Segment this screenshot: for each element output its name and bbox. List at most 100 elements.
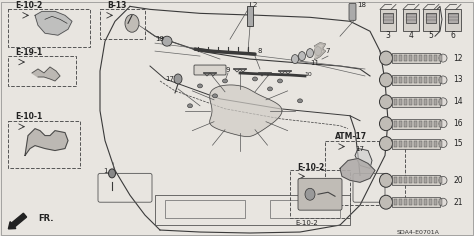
Bar [394,199,397,205]
Ellipse shape [292,55,299,63]
Ellipse shape [212,94,218,98]
Text: 4: 4 [409,31,413,40]
Text: FR.: FR. [38,214,54,223]
Polygon shape [25,129,68,156]
Text: 6: 6 [451,31,456,40]
Text: 10: 10 [304,72,312,77]
Ellipse shape [315,47,321,56]
Polygon shape [340,158,375,182]
Ellipse shape [439,198,447,206]
Bar [399,99,402,105]
Text: E-10-2: E-10-2 [297,163,324,172]
Bar [439,121,442,127]
FancyArrow shape [9,213,27,229]
Ellipse shape [380,95,392,109]
Ellipse shape [298,99,302,103]
Bar [325,141,405,205]
Ellipse shape [439,139,447,148]
Bar [399,199,402,205]
Ellipse shape [125,14,139,32]
Bar [290,170,350,218]
FancyBboxPatch shape [298,178,342,210]
Ellipse shape [307,49,313,58]
Ellipse shape [267,87,273,91]
Ellipse shape [109,169,116,178]
Bar [445,9,461,31]
Bar [434,99,437,105]
Ellipse shape [380,117,392,131]
Bar [392,75,440,85]
Ellipse shape [198,84,202,88]
Bar [392,139,440,148]
Text: SDA4-E0701A: SDA4-E0701A [397,230,440,235]
FancyBboxPatch shape [349,3,356,20]
Ellipse shape [439,176,447,184]
Ellipse shape [188,104,192,108]
Bar [448,13,458,23]
Ellipse shape [277,79,283,83]
Polygon shape [32,67,60,81]
Text: 2: 2 [253,2,257,8]
Text: 5: 5 [428,31,433,40]
Bar [419,177,422,183]
Bar [392,175,440,185]
Bar [8,56,76,86]
Bar [424,121,427,127]
Bar [414,141,417,147]
Bar [414,77,417,83]
Bar [409,141,412,147]
Bar [404,55,407,61]
Ellipse shape [299,52,306,61]
Bar [439,77,442,83]
Bar [404,141,407,147]
Text: ATM-17: ATM-17 [335,132,367,141]
Text: E-19-1: E-19-1 [15,48,42,57]
Bar [404,99,407,105]
Bar [403,9,419,31]
Bar [394,77,397,83]
Bar [434,199,437,205]
Text: 19: 19 [155,36,164,42]
Bar [394,99,397,105]
Bar [424,141,427,147]
Bar [247,6,253,26]
Bar [429,177,432,183]
Polygon shape [210,85,282,137]
Ellipse shape [439,98,447,106]
Bar [429,99,432,105]
Bar [424,199,427,205]
Bar [270,200,340,218]
Bar [414,177,417,183]
Text: E-10-2: E-10-2 [15,1,42,10]
Bar [429,77,432,83]
Bar [434,141,437,147]
Bar [399,55,402,61]
Bar [424,177,427,183]
Polygon shape [35,11,72,35]
Text: 16: 16 [453,119,463,128]
Text: 20: 20 [453,176,463,185]
Bar [399,141,402,147]
Bar [424,77,427,83]
Bar [404,177,407,183]
Bar [409,199,412,205]
Bar [392,119,440,129]
Bar [394,177,397,183]
Bar [414,199,417,205]
Bar [419,55,422,61]
Text: E-10-1: E-10-1 [15,112,42,121]
Bar [429,55,432,61]
Bar [439,141,442,147]
Bar [406,13,416,23]
Bar [409,77,412,83]
Text: 12: 12 [453,54,463,63]
Bar [419,77,422,83]
Bar [439,199,442,205]
Bar [100,9,145,39]
Bar [394,141,397,147]
Bar [409,55,412,61]
Bar [383,13,393,23]
Ellipse shape [380,173,392,187]
Ellipse shape [439,120,447,128]
Text: 3: 3 [385,31,391,40]
